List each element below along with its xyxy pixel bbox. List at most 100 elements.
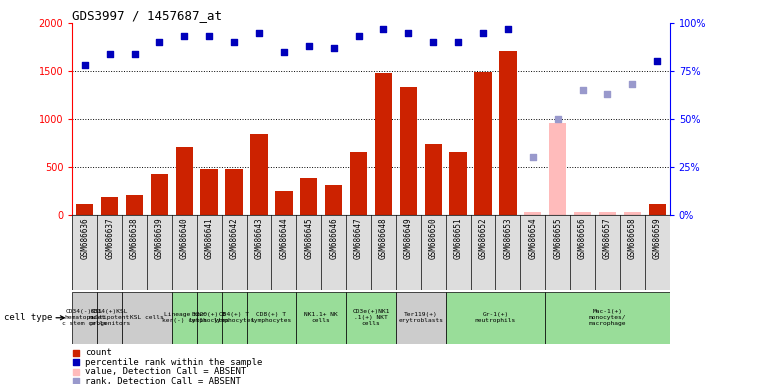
Bar xyxy=(101,197,119,215)
Bar xyxy=(374,73,392,215)
Text: value, Detection Call = ABSENT: value, Detection Call = ABSENT xyxy=(84,367,246,376)
Bar xyxy=(425,144,442,215)
Text: GSM686641: GSM686641 xyxy=(205,217,214,259)
Bar xyxy=(72,292,97,344)
Point xyxy=(427,39,439,45)
Text: CD4(+) T
lymphocytes: CD4(+) T lymphocytes xyxy=(214,312,255,323)
Text: GSM686651: GSM686651 xyxy=(454,217,463,259)
Text: GSM686642: GSM686642 xyxy=(230,217,239,259)
Bar xyxy=(599,212,616,215)
Point xyxy=(253,30,265,36)
Bar xyxy=(350,152,368,215)
Bar xyxy=(247,292,296,344)
Bar xyxy=(122,292,172,344)
Bar xyxy=(574,212,591,215)
Point xyxy=(327,45,339,51)
Text: percentile rank within the sample: percentile rank within the sample xyxy=(84,358,263,367)
Bar xyxy=(446,215,470,290)
Text: GSM686658: GSM686658 xyxy=(628,217,637,259)
Bar xyxy=(225,169,243,215)
Bar xyxy=(549,212,566,215)
Bar xyxy=(470,215,495,290)
Bar xyxy=(147,215,172,290)
Text: rank, Detection Call = ABSENT: rank, Detection Call = ABSENT xyxy=(84,377,240,384)
Text: GSM686637: GSM686637 xyxy=(105,217,114,259)
Text: NK1.1+ NK
cells: NK1.1+ NK cells xyxy=(304,312,338,323)
Text: GDS3997 / 1457687_at: GDS3997 / 1457687_at xyxy=(72,9,222,22)
Bar xyxy=(221,292,247,344)
Bar xyxy=(446,292,545,344)
Bar xyxy=(645,215,670,290)
Point xyxy=(651,58,664,65)
Bar xyxy=(648,204,666,215)
Text: Lineage mar
ker(-) cells: Lineage mar ker(-) cells xyxy=(162,312,207,323)
Text: GSM686656: GSM686656 xyxy=(578,217,587,259)
Text: GSM686647: GSM686647 xyxy=(354,217,363,259)
Text: GSM686654: GSM686654 xyxy=(528,217,537,259)
Point xyxy=(70,369,82,375)
Bar xyxy=(172,215,197,290)
Bar xyxy=(524,212,542,215)
Bar xyxy=(97,215,122,290)
Bar xyxy=(499,51,517,215)
Point xyxy=(78,62,91,68)
Text: Mac-1(+)
monocytes/
macrophage: Mac-1(+) monocytes/ macrophage xyxy=(589,310,626,326)
Text: GSM686640: GSM686640 xyxy=(180,217,189,259)
Bar xyxy=(221,215,247,290)
Point xyxy=(203,33,215,40)
Text: Ter119(+)
erytroblasts: Ter119(+) erytroblasts xyxy=(398,312,443,323)
Bar xyxy=(623,212,641,215)
Point xyxy=(403,30,415,36)
Bar xyxy=(620,215,645,290)
Bar xyxy=(247,215,272,290)
Text: count: count xyxy=(84,348,112,357)
Point xyxy=(527,154,539,161)
Point xyxy=(178,33,190,40)
Bar xyxy=(421,215,446,290)
Bar xyxy=(325,185,342,215)
Text: GSM686646: GSM686646 xyxy=(330,217,338,259)
Text: GSM686643: GSM686643 xyxy=(254,217,263,259)
Text: GSM686653: GSM686653 xyxy=(503,217,512,259)
Text: GSM686655: GSM686655 xyxy=(553,217,562,259)
Text: GSM686638: GSM686638 xyxy=(130,217,139,259)
Bar xyxy=(545,292,670,344)
Point xyxy=(278,49,290,55)
Bar xyxy=(450,152,466,215)
Bar xyxy=(72,215,97,290)
Point xyxy=(228,39,240,45)
Bar xyxy=(346,215,371,290)
Text: CD3e(+)NK1
.1(+) NKT
cells: CD3e(+)NK1 .1(+) NKT cells xyxy=(352,310,390,326)
Bar xyxy=(272,215,296,290)
Bar xyxy=(595,215,620,290)
Point xyxy=(377,26,390,32)
Point xyxy=(552,116,564,122)
Text: GSM686659: GSM686659 xyxy=(653,217,662,259)
Text: CD34(-)KSL
hematopoiet
c stem cells: CD34(-)KSL hematopoiet c stem cells xyxy=(62,310,107,326)
Bar xyxy=(549,123,566,215)
Text: KSL cells: KSL cells xyxy=(130,315,164,320)
Text: GSM686639: GSM686639 xyxy=(155,217,164,259)
Text: B220(+) B
lymphocytes: B220(+) B lymphocytes xyxy=(189,312,230,323)
Point xyxy=(352,33,365,40)
Bar xyxy=(400,88,417,215)
Text: Gr-1(+)
neutrophils: Gr-1(+) neutrophils xyxy=(475,312,516,323)
Bar xyxy=(346,292,396,344)
Text: GSM686652: GSM686652 xyxy=(479,217,488,259)
Bar xyxy=(396,292,446,344)
Bar xyxy=(76,204,94,215)
Bar xyxy=(122,215,147,290)
Point xyxy=(303,43,315,49)
Text: GSM686650: GSM686650 xyxy=(428,217,438,259)
Bar xyxy=(197,215,221,290)
Point xyxy=(477,30,489,36)
Bar xyxy=(296,215,321,290)
Bar xyxy=(197,292,221,344)
Bar xyxy=(275,191,292,215)
Bar xyxy=(545,215,570,290)
Point xyxy=(70,378,82,384)
Bar xyxy=(151,174,168,215)
Point xyxy=(70,349,82,356)
Bar xyxy=(521,215,545,290)
Bar xyxy=(250,134,268,215)
